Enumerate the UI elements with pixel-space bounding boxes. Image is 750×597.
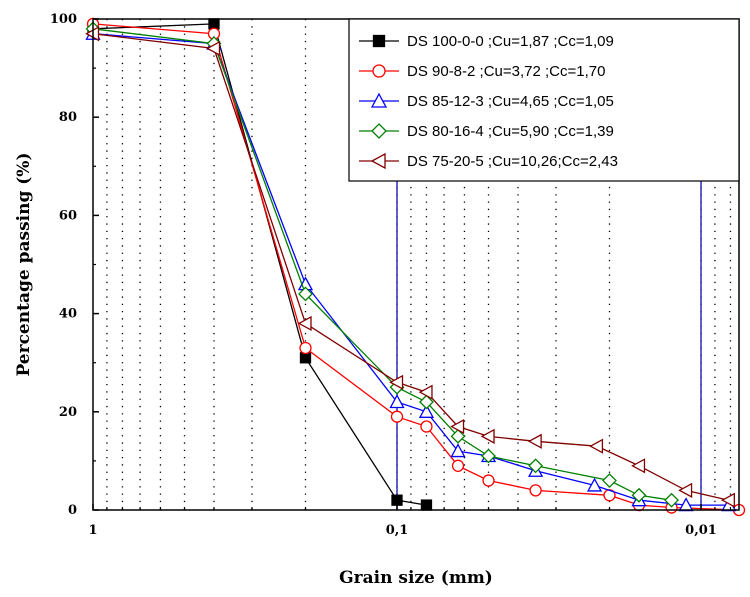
y-axis-title: Percentage passing (%): [14, 152, 34, 376]
data-point: [419, 394, 434, 410]
data-point: [371, 123, 387, 139]
data-point: [391, 494, 403, 506]
data-point: [602, 473, 617, 488]
legend-label: DS 85-12-3 ;Cu=4,65 ;Cc=1,05: [407, 93, 614, 110]
legend-entry: DS 90-8-2 ;Cu=3,72 ;Cc=1,70: [359, 63, 605, 80]
data-point: [418, 403, 435, 418]
data-point: [528, 458, 544, 474]
data-point: [299, 352, 312, 364]
data-point: [390, 410, 404, 423]
data-point: [372, 34, 386, 48]
data-point: [586, 477, 603, 492]
data-point: [297, 315, 312, 332]
legend-label: DS 100-0-0 ;Cu=1,87 ;Cc=1,09: [407, 33, 614, 50]
data-point: [527, 433, 542, 449]
data-point: [631, 487, 647, 503]
y-tick-label: 60: [59, 208, 77, 223]
legend-entry: DS 100-0-0 ;Cu=1,87 ;Cc=1,09: [359, 33, 614, 50]
legend-entry: DS 80-16-4 ;Cu=5,90 ;Cc=1,39: [359, 123, 614, 140]
data-point: [450, 443, 466, 458]
data-point: [631, 458, 646, 474]
series-line: [92, 33, 729, 501]
data-point: [370, 152, 386, 170]
data-point: [451, 459, 465, 472]
y-tick-label: 40: [59, 307, 77, 322]
x-tick-label: 0,01: [685, 523, 717, 538]
data-point: [678, 482, 693, 498]
x-tick-label: 1: [88, 523, 97, 538]
data-point: [589, 438, 604, 454]
data-point: [720, 492, 735, 508]
legend-label: DS 75-20-5 ;Cu=10,26;Cc=2,43: [407, 153, 618, 170]
data-point: [664, 492, 679, 508]
x-tick-label: 0,1: [386, 523, 409, 538]
series-line: [92, 33, 729, 506]
data-point: [482, 474, 495, 487]
legend-label: DS 80-16-4 ;Cu=5,90 ;Cc=1,39: [407, 123, 614, 140]
data-point: [370, 92, 388, 108]
data-point: [389, 394, 405, 409]
axes: 0 20 40 60 80 100 1 0,1 0,01: [50, 12, 732, 538]
y-tick-label: 0: [68, 503, 77, 518]
data-point: [208, 18, 220, 30]
legend: DS 100-0-0 ;Cu=1,87 ;Cc=1,09 DS 90-8-2 ;C…: [348, 18, 740, 182]
legend-box: [348, 18, 740, 182]
x-axis-title: Grain size (mm): [339, 568, 493, 588]
data-series: [85, 17, 746, 517]
data-point: [418, 384, 433, 400]
data-point: [481, 448, 496, 464]
data-point: [450, 428, 466, 444]
data-point: [389, 374, 404, 390]
legend-label: DS 90-8-2 ;Cu=3,72 ;Cc=1,70: [407, 63, 605, 80]
data-point: [420, 420, 433, 433]
data-point: [480, 428, 495, 444]
legend-entry: DS 85-12-3 ;Cu=4,65 ;Cc=1,05: [359, 92, 614, 110]
data-point: [299, 341, 312, 355]
data-point: [372, 64, 386, 78]
series-5: [85, 26, 735, 508]
data-point: [298, 286, 313, 302]
legend-entry: DS 75-20-5 ;Cu=10,26;Cc=2,43: [359, 152, 618, 170]
y-tick-label: 20: [59, 405, 77, 420]
data-point: [529, 484, 542, 497]
series-4: [85, 21, 679, 508]
data-point: [450, 418, 465, 435]
y-tick-label: 80: [59, 110, 77, 125]
y-tick-label: 100: [50, 12, 77, 27]
data-point: [206, 40, 221, 57]
